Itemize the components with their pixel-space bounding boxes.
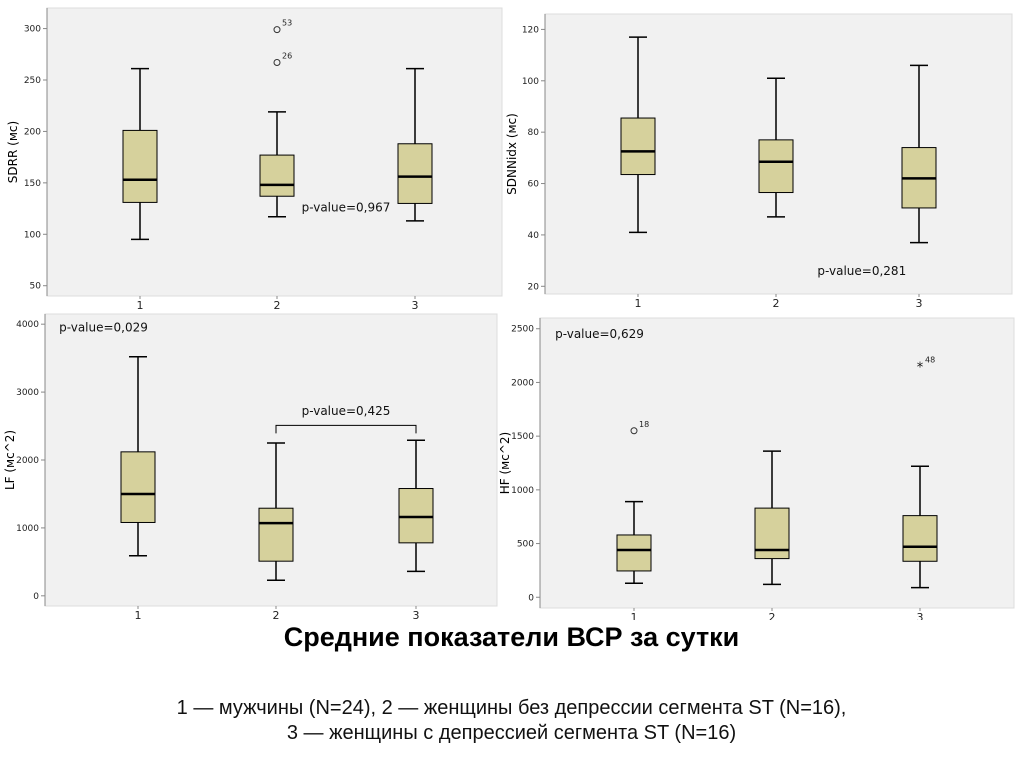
iqr-box — [397, 143, 433, 204]
box-1 — [620, 36, 656, 234]
box-3 — [901, 64, 937, 244]
plot-area — [46, 7, 503, 297]
y-tick-label: 250 — [24, 76, 41, 86]
caption-line-2: 3 — женщины с депрессией сегмента ST (N=… — [286, 722, 737, 744]
iqr-box — [258, 507, 294, 562]
y-tick-label: 100 — [522, 77, 539, 87]
x-tick-label: 3 — [412, 299, 419, 312]
p-value-annotation: p-value=0,967 — [302, 201, 391, 215]
chart-sdrr: 50 100 150 200 250 300 SDRR (мс) 1 2 3 53 26 p-value… — [6, 7, 503, 312]
y-axis-label: SDRR (мс) — [6, 121, 20, 183]
y-tick-label: 0 — [33, 592, 39, 602]
box-3 — [902, 465, 938, 589]
x-tick-label: 3 — [916, 297, 923, 310]
y-tick-label: 60 — [528, 180, 540, 190]
y-tick-label: 50 — [30, 282, 42, 292]
box-2 — [259, 111, 295, 218]
extreme-point: * — [917, 360, 924, 375]
outlier-point — [273, 26, 281, 34]
outlier-label: 53 — [282, 19, 292, 28]
y-tick-label: 500 — [517, 540, 534, 550]
y-tick-label: 120 — [522, 25, 539, 35]
x-tick-label: 3 — [917, 611, 924, 620]
y-axis-label: SDNNidx (мс) — [505, 113, 519, 195]
y-tick-label: 20 — [528, 282, 540, 292]
y-axis-label: LF (мс^2) — [3, 430, 17, 490]
x-tick-label: 2 — [773, 297, 780, 310]
outlier-point — [630, 427, 638, 435]
y-tick-label: 2000 — [16, 456, 39, 466]
page-title: Средние показатели ВСР за сутки — [283, 622, 740, 652]
box-1 — [616, 500, 652, 585]
iqr-box — [758, 139, 794, 194]
iqr-box — [122, 129, 158, 203]
box-1 — [122, 67, 158, 241]
y-tick-label: 100 — [24, 230, 41, 240]
outlier-label: 18 — [639, 420, 649, 429]
y-tick-label: 150 — [24, 179, 41, 189]
x-tick-label: 1 — [135, 609, 142, 620]
y-tick-label: 1000 — [511, 486, 534, 496]
box-2 — [258, 442, 294, 581]
y-tick-label: 4000 — [16, 320, 39, 330]
x-tick-label: 2 — [273, 609, 280, 620]
caption-line-1: 1 — мужчины (N=24), 2 — женщины без депр… — [176, 697, 847, 719]
y-tick-label: 3000 — [16, 388, 39, 398]
chart-lf: 0 1000 2000 3000 4000 LF (мс^2) 1 2 3 p-value=0,0… — [3, 313, 498, 620]
p-value-annotation: p-value=0,425 — [302, 404, 391, 418]
y-tick-label: 1500 — [511, 432, 534, 442]
box-1 — [120, 356, 156, 557]
iqr-box — [902, 515, 938, 562]
y-axis-label: HF (мс^2) — [498, 432, 512, 494]
y-tick-label: 300 — [24, 25, 41, 35]
iqr-box — [259, 154, 295, 197]
iqr-box — [620, 117, 656, 176]
y-tick-label: 200 — [24, 127, 41, 137]
p-value-annotation: p-value=0,281 — [817, 264, 906, 278]
x-tick-label: 2 — [769, 611, 776, 620]
comparison-bracket — [275, 424, 417, 434]
y-tick-label: 40 — [528, 231, 540, 241]
plot-area — [44, 313, 498, 607]
iqr-box — [120, 451, 156, 523]
y-tick-label: 2500 — [511, 325, 534, 335]
x-tick-label: 1 — [635, 297, 642, 310]
p-value-annotation: p-value=0,629 — [555, 327, 644, 341]
x-tick-label: 2 — [274, 299, 281, 312]
outlier-label: 48 — [925, 355, 935, 364]
outlier-label: 26 — [282, 52, 292, 61]
box-2 — [754, 450, 790, 586]
x-tick-label: 3 — [413, 609, 420, 620]
box-2 — [758, 77, 794, 218]
box-3 — [397, 67, 433, 222]
chart-sdnnidx: 20 40 60 80 100 120 SDNNidx (мс) 1 2 3 p-value=0,2… — [505, 13, 1013, 310]
iqr-box — [616, 534, 652, 572]
box-3 — [398, 439, 434, 573]
y-tick-label: 1000 — [16, 524, 39, 534]
p-value-annotation: p-value=0,029 — [59, 321, 148, 335]
x-tick-label: 1 — [631, 611, 638, 620]
plot-area — [539, 317, 1015, 609]
x-tick-label: 1 — [137, 299, 144, 312]
y-tick-label: 0 — [528, 593, 534, 603]
y-tick-label: 2000 — [511, 378, 534, 388]
outlier-point — [273, 59, 281, 67]
iqr-box — [398, 488, 434, 544]
y-tick-label: 80 — [528, 128, 540, 138]
chart-hf: 0 500 1000 1500 2000 2500 HF (мс^2) 1 2 3 18 *48 p-v… — [498, 317, 1015, 620]
